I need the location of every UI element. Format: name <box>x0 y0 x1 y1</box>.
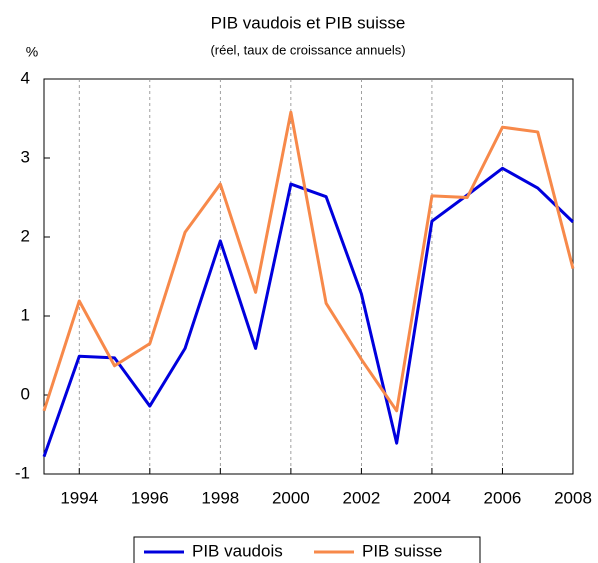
x-tick-label: 1996 <box>131 488 169 507</box>
series-line <box>42 166 575 458</box>
legend-label: PIB suisse <box>362 541 442 560</box>
chart-title: PIB vaudois et PIB suisse <box>211 13 406 32</box>
plot-area <box>43 78 574 475</box>
y-tick-label: 0 <box>21 384 30 403</box>
x-tick-label: 2004 <box>413 488 451 507</box>
x-tick-label: 2008 <box>554 488 592 507</box>
x-tick-label: 1994 <box>60 488 98 507</box>
y-tick-label: 3 <box>21 147 30 166</box>
y-tick-label: 4 <box>21 68 30 87</box>
x-tick-label: 2000 <box>272 488 310 507</box>
x-tick-label: 2006 <box>484 488 522 507</box>
x-tick-label: 1998 <box>201 488 239 507</box>
legend-box <box>133 536 481 563</box>
x-tick-label: 2002 <box>342 488 380 507</box>
y-tick-label: 2 <box>21 226 30 245</box>
y-axis-label: % <box>26 44 38 60</box>
legend-label: PIB vaudois <box>192 541 283 560</box>
y-tick-label: -1 <box>15 463 30 482</box>
chart-subtitle: (réel, taux de croissance annuels) <box>210 42 405 57</box>
legend: PIB vaudois PIB suisse <box>133 536 481 563</box>
series-line <box>42 110 575 413</box>
y-tick-label: 1 <box>21 305 30 324</box>
